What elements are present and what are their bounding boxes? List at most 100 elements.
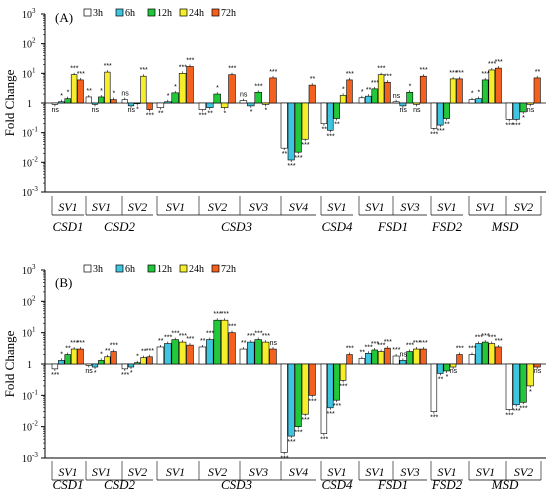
bar-group-12: SV2 (505, 75, 541, 215)
significance-stars: *** (228, 66, 236, 73)
legend-swatch-72h (211, 264, 220, 273)
bar-12h (481, 341, 489, 365)
y-tick-exponent: -2 (32, 155, 38, 163)
bar-24h (104, 71, 111, 104)
significance-stars: *** (505, 413, 513, 420)
significance-stars: *** (51, 372, 59, 379)
bar-12h (406, 351, 414, 365)
bar-3h (51, 363, 59, 370)
significance-stars: *** (140, 67, 148, 74)
bar-72h (384, 81, 391, 104)
bar-12h (171, 339, 179, 365)
significance-stars: *** (512, 408, 520, 415)
legend: 3h 6h 12h 24h 72h (83, 264, 236, 275)
bar-24h (140, 357, 147, 365)
sv-label: SV4 (289, 200, 308, 214)
bar-12h (254, 339, 262, 365)
significance-stars: * (60, 93, 63, 100)
significance-stars: *** (199, 113, 207, 120)
ns-annotation: ns (393, 93, 401, 100)
bar-12h (519, 102, 527, 113)
y-axis-label: Fold Change (2, 330, 17, 397)
legend-swatch-12h (147, 8, 156, 17)
bar-group-11: SV1 (468, 66, 502, 215)
significance-stars: * (67, 90, 70, 97)
significance-stars: ** (334, 122, 340, 129)
bar-72h (308, 84, 316, 104)
bar-72h (346, 79, 353, 104)
significance-stars: *** (294, 430, 302, 437)
y-tick-label: 10 (22, 188, 32, 199)
significance-stars: * (361, 89, 364, 96)
legend-swatch-72h (211, 8, 220, 17)
significance-stars: ** (65, 346, 71, 353)
significance-stars: *** (339, 383, 347, 390)
significance-stars: *** (437, 128, 445, 135)
significance-stars: ** (444, 122, 450, 129)
bar-24h (178, 341, 187, 365)
bar-group-4: SV2 (198, 72, 236, 215)
significance-stars: * (136, 107, 139, 114)
significance-stars: *** (371, 341, 379, 348)
bar-3h (85, 363, 92, 366)
ns-annotation: ns (450, 368, 458, 375)
sv-label: SV1 (58, 200, 77, 214)
bar-group-9: SV3 (392, 74, 427, 215)
significance-stars: * (265, 107, 268, 114)
significance-stars: * (224, 111, 227, 118)
bar-24h (449, 363, 457, 368)
bar-72h (110, 351, 117, 365)
bar-group-9: SV3 (392, 347, 427, 480)
bar-72h (308, 363, 316, 396)
y-tick-label: 10 (22, 158, 32, 169)
sv-label: SV2 (128, 200, 147, 214)
bar-group-4: SV2 (198, 318, 236, 480)
bar-6h (58, 101, 65, 104)
bar-3h (358, 358, 366, 365)
significance-stars: * (130, 370, 133, 377)
bar-12h (134, 362, 141, 365)
bar-3h (239, 100, 248, 104)
bar-24h (526, 102, 534, 105)
gene-label: FSD2 (431, 219, 463, 234)
significance-stars: * (113, 91, 116, 98)
legend-swatch-24h (179, 8, 188, 17)
bar-12h (213, 319, 221, 365)
significance-stars: ** (282, 151, 288, 158)
gene-label: CSD3 (221, 477, 253, 492)
bar-3h (392, 101, 400, 104)
significance-stars: *** (287, 163, 295, 170)
bar-72h (346, 354, 353, 365)
bar-group-7: SV1 (320, 77, 353, 215)
significance-stars: *** (179, 64, 187, 71)
sv-label: SV1 (437, 465, 456, 479)
significance-stars: * (250, 109, 253, 116)
bar-6h (437, 102, 444, 126)
bar-24h (261, 341, 270, 365)
sv-label: SV1 (365, 465, 384, 479)
significance-stars: ** (158, 111, 164, 118)
bar-72h (419, 348, 427, 365)
bar-group-6: SV4 (280, 83, 316, 215)
significance-stars: *** (519, 405, 527, 412)
bar-6h (91, 102, 99, 105)
bar-6h (58, 360, 65, 365)
bar-72h (533, 363, 541, 368)
significance-stars: *** (146, 113, 154, 120)
bar-72h (146, 102, 153, 110)
legend-label-12h: 12h (157, 264, 172, 275)
bar-24h (178, 73, 187, 104)
bar-24h (70, 348, 78, 365)
bar-6h (287, 102, 295, 161)
significance-stars: *** (413, 340, 421, 347)
bar-24h (301, 102, 309, 140)
significance-stars: *** (481, 71, 489, 78)
bar-24h (70, 74, 78, 104)
significance-stars: *** (495, 59, 503, 66)
legend-label-6h: 6h (125, 8, 135, 19)
bar-3h (468, 99, 476, 104)
sv-label: SV1 (58, 465, 77, 479)
ns-annotation: ns (85, 368, 93, 375)
